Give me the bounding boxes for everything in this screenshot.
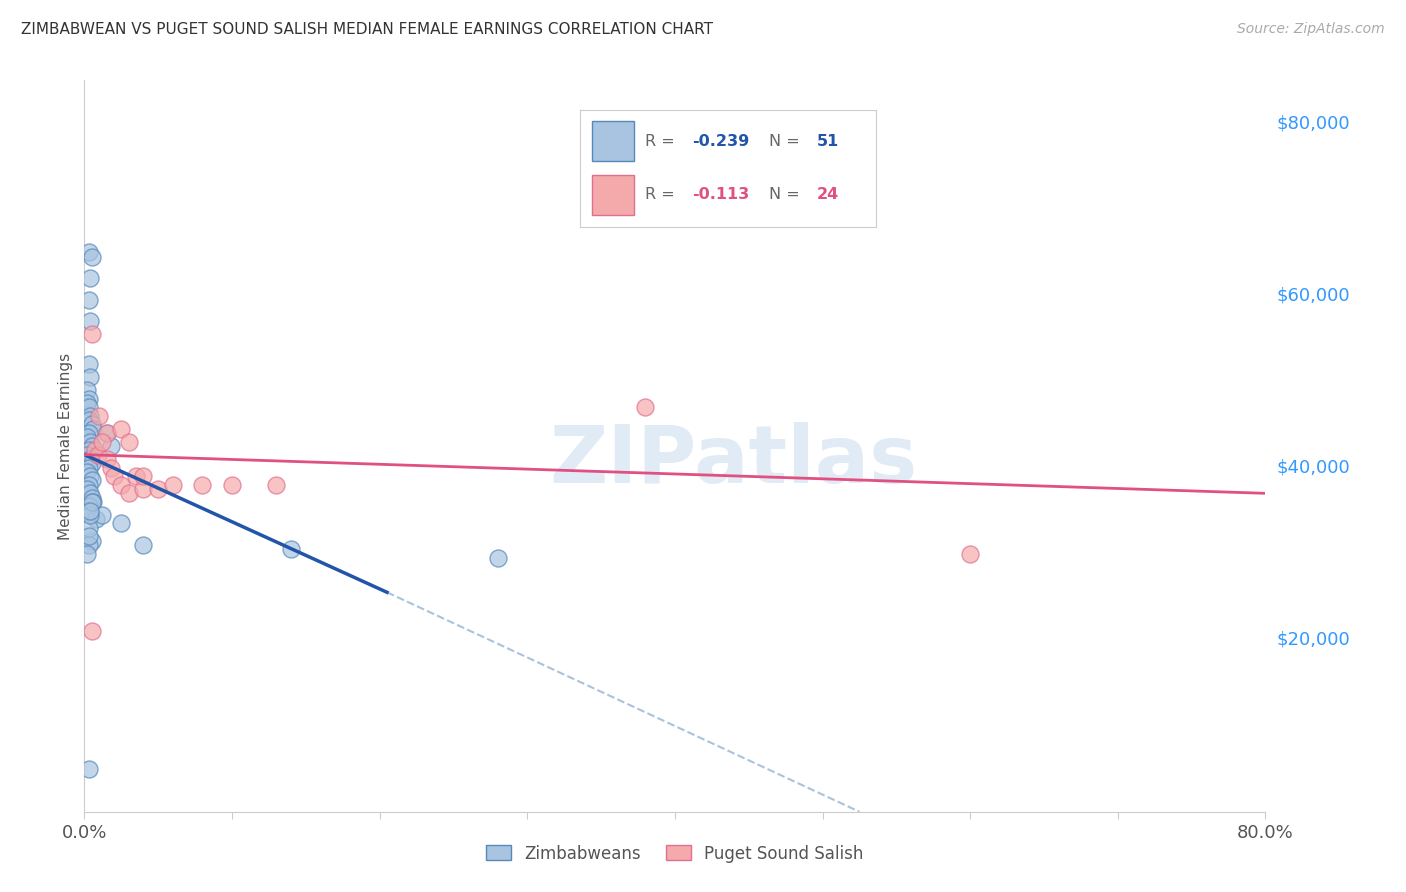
Point bbox=[91, 508, 114, 522]
Point bbox=[77, 500, 100, 514]
Point bbox=[77, 392, 100, 406]
Point bbox=[280, 542, 302, 557]
Point bbox=[79, 503, 101, 517]
Point bbox=[80, 417, 103, 432]
Point bbox=[79, 486, 101, 500]
Point bbox=[76, 547, 98, 561]
Point bbox=[148, 482, 170, 496]
Point bbox=[125, 469, 148, 483]
Point bbox=[80, 439, 103, 453]
Point bbox=[79, 409, 101, 423]
Point bbox=[79, 451, 101, 466]
Point bbox=[77, 293, 100, 307]
Point bbox=[486, 550, 509, 565]
Point bbox=[191, 477, 214, 491]
Point bbox=[77, 529, 100, 543]
Point bbox=[76, 465, 98, 479]
Point bbox=[264, 477, 288, 491]
Point bbox=[76, 396, 98, 410]
Point bbox=[87, 409, 111, 423]
Point bbox=[96, 451, 118, 466]
Point bbox=[76, 482, 98, 496]
Point bbox=[118, 434, 141, 449]
Point bbox=[80, 250, 103, 264]
Point bbox=[82, 422, 104, 436]
Point bbox=[77, 521, 100, 535]
Text: ZIPatlas: ZIPatlas bbox=[550, 422, 918, 500]
Point bbox=[959, 547, 981, 561]
Point bbox=[634, 401, 657, 415]
Point bbox=[79, 271, 101, 285]
Text: $60,000: $60,000 bbox=[1277, 286, 1350, 304]
Point bbox=[221, 477, 243, 491]
Point bbox=[80, 491, 103, 505]
Point bbox=[76, 383, 98, 397]
Point bbox=[100, 460, 122, 475]
Text: ZIMBABWEAN VS PUGET SOUND SALISH MEDIAN FEMALE EARNINGS CORRELATION CHART: ZIMBABWEAN VS PUGET SOUND SALISH MEDIAN … bbox=[21, 22, 713, 37]
Text: $40,000: $40,000 bbox=[1277, 458, 1350, 476]
Point bbox=[118, 486, 141, 500]
Point bbox=[77, 426, 100, 441]
Point bbox=[79, 370, 101, 384]
Text: $20,000: $20,000 bbox=[1277, 631, 1350, 648]
Point bbox=[96, 426, 118, 441]
Point bbox=[77, 245, 100, 260]
Point bbox=[80, 327, 103, 342]
Point bbox=[76, 430, 98, 444]
Point bbox=[82, 495, 104, 509]
Point bbox=[80, 456, 103, 470]
Point bbox=[79, 434, 101, 449]
Point bbox=[77, 413, 100, 427]
Point bbox=[79, 469, 101, 483]
Point bbox=[77, 357, 100, 371]
Point bbox=[83, 443, 105, 458]
Point bbox=[162, 477, 184, 491]
Point bbox=[110, 422, 132, 436]
Point bbox=[77, 443, 100, 458]
Point bbox=[132, 538, 155, 552]
Point bbox=[80, 474, 103, 488]
Point bbox=[76, 503, 98, 517]
Point bbox=[103, 469, 125, 483]
Point bbox=[96, 426, 118, 441]
Point bbox=[79, 508, 101, 522]
Point bbox=[79, 314, 101, 328]
Legend: Zimbabweans, Puget Sound Salish: Zimbabweans, Puget Sound Salish bbox=[479, 838, 870, 869]
Y-axis label: Median Female Earnings: Median Female Earnings bbox=[58, 352, 73, 540]
Point bbox=[77, 460, 100, 475]
Point bbox=[77, 538, 100, 552]
Point bbox=[132, 482, 155, 496]
Point bbox=[76, 448, 98, 462]
Point bbox=[80, 495, 103, 509]
Point bbox=[110, 516, 132, 531]
Point bbox=[77, 477, 100, 491]
Point bbox=[100, 439, 122, 453]
Text: $80,000: $80,000 bbox=[1277, 114, 1350, 132]
Point bbox=[91, 434, 114, 449]
Point bbox=[77, 762, 100, 776]
Point bbox=[132, 469, 155, 483]
Point bbox=[80, 533, 103, 548]
Point bbox=[80, 624, 103, 638]
Text: Source: ZipAtlas.com: Source: ZipAtlas.com bbox=[1237, 22, 1385, 37]
Point bbox=[110, 477, 132, 491]
Point bbox=[77, 401, 100, 415]
Point bbox=[86, 448, 108, 462]
Point bbox=[84, 512, 107, 526]
